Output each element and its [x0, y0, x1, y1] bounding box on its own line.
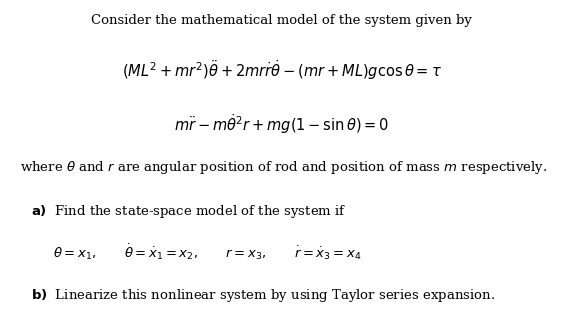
Text: $m\ddot{r} - m\dot{\theta}^2r + mg(1 - \sin\theta) = 0$: $m\ddot{r} - m\dot{\theta}^2r + mg(1 - \… [174, 113, 389, 136]
Text: $\bf{a)}$  Find the state-space model of the system if: $\bf{a)}$ Find the state-space model of … [31, 203, 347, 220]
Text: Consider the mathematical model of the system given by: Consider the mathematical model of the s… [91, 14, 472, 27]
Text: $\theta = x_1, \qquad \dot{\theta} = \dot{x}_1 = x_2, \qquad r = x_3, \qquad \do: $\theta = x_1, \qquad \dot{\theta} = \do… [53, 243, 362, 262]
Text: $(ML^2 + mr^2)\ddot{\theta} + 2mr\dot{r}\dot{\theta} - (mr + ML)g\cos\theta = \t: $(ML^2 + mr^2)\ddot{\theta} + 2mr\dot{r}… [122, 59, 441, 82]
Text: $\bf{b)}$  Linearize this nonlinear system by using Taylor series expansion.: $\bf{b)}$ Linearize this nonlinear syste… [31, 287, 495, 304]
Text: where $\theta$ and $r$ are angular position of rod and position of mass $m$ resp: where $\theta$ and $r$ are angular posit… [20, 158, 547, 176]
